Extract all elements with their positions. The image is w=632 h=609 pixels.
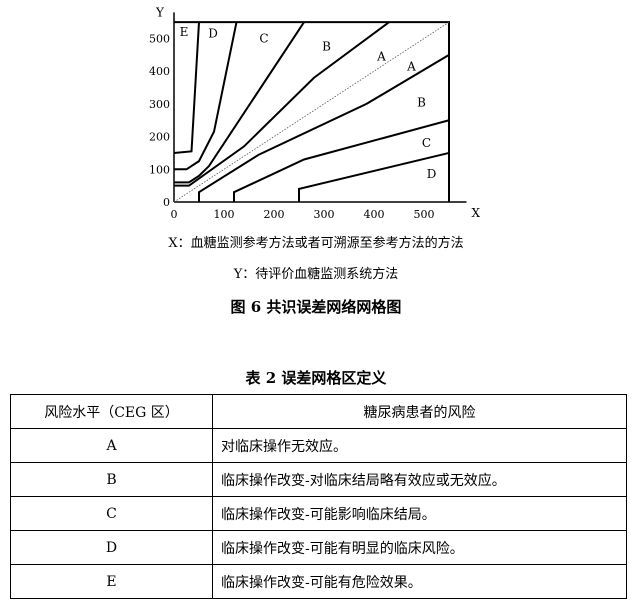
zone-boundary: [174, 21, 238, 171]
y-tick-label: 500: [149, 33, 170, 46]
x-tick-label: 200: [264, 208, 285, 221]
zone-boundary: [198, 53, 450, 202]
y-tick-label: 300: [149, 98, 170, 111]
y-tick-label: 100: [149, 163, 170, 176]
zone-label: C: [422, 136, 431, 150]
zone-cell: E: [10, 564, 213, 599]
x-tick-label: 500: [414, 208, 435, 221]
zone-label: D: [427, 167, 437, 181]
y-tick-label: 0: [163, 196, 170, 209]
zone-boundary: [173, 22, 200, 154]
y-axis-description: Y：待评价血糖监测系统方法: [233, 267, 399, 282]
table-row: D 临床操作改变-可能有明显的临床风险。: [10, 530, 627, 565]
risk-cell: 临床操作改变-可能影响临床结局。: [212, 496, 627, 531]
zone-label: C: [259, 32, 268, 46]
risk-cell: 临床操作改变-可能有危险效果。: [212, 564, 627, 599]
error-grid-zone-table: 风险水平（CEG 区） 糖尿病患者的风险 A 对临床操作无效应。 B 临床操作改变-…: [10, 394, 627, 599]
risk-cell: 临床操作改变-对临床结局略有效应或无效应。: [212, 462, 627, 497]
header-risk-level: 风险水平（CEG 区）: [10, 394, 213, 429]
zone-cell: B: [10, 462, 213, 497]
x-axis-label: X: [472, 206, 481, 220]
table-header-row: 风险水平（CEG 区） 糖尿病患者的风险: [10, 394, 627, 429]
identity-line: [173, 21, 450, 203]
table-row: E 临床操作改变-可能有危险效果。: [10, 564, 627, 599]
zone-label: A: [376, 49, 386, 63]
risk-cell: 对临床操作无效应。: [212, 428, 627, 463]
y-axis-label: Y: [155, 5, 165, 19]
zone-label: A: [406, 59, 416, 73]
zone-boundary: [298, 151, 450, 202]
zone-label: E: [180, 25, 189, 39]
zone-cell: A: [10, 428, 213, 463]
x-tick-label: 300: [314, 208, 335, 221]
zone-label: B: [322, 40, 331, 54]
x-tick-label: 400: [364, 208, 385, 221]
zone-boundary: [174, 21, 390, 187]
zone-label: D: [208, 27, 218, 41]
x-tick-label: 0: [171, 208, 178, 221]
x-tick-label: 100: [214, 208, 235, 221]
header-patient-risk: 糖尿病患者的风险: [212, 394, 627, 429]
zone-boundary: [233, 119, 450, 202]
table-title: 表 2 误差网格区定义: [245, 369, 387, 387]
zone-cell: C: [10, 496, 213, 531]
table-row: A 对临床操作无效应。: [10, 428, 627, 463]
error-grid-chart: X Y 0 100 200 300 400 500 0 100 200 300 400 500 E D C B A A…: [149, 5, 481, 221]
y-tick-label: 200: [149, 131, 170, 144]
risk-cell: 临床操作改变-可能有明显的临床风险。: [212, 530, 627, 565]
table-row: B 临床操作改变-对临床结局略有效应或无效应。: [10, 462, 627, 497]
y-tick-label: 400: [149, 65, 170, 78]
figure-title: 图 6 共识误差网络网格图: [230, 298, 402, 316]
plot-frame: [174, 21, 450, 202]
zone-boundary: [174, 21, 305, 184]
zone-label: B: [417, 95, 426, 109]
table-row: C 临床操作改变-可能影响临床结局。: [10, 496, 627, 531]
x-axis-description: X：血糖监测参考方法或者可溯源至参考方法的方法: [168, 236, 464, 251]
zone-cell: D: [10, 530, 213, 565]
